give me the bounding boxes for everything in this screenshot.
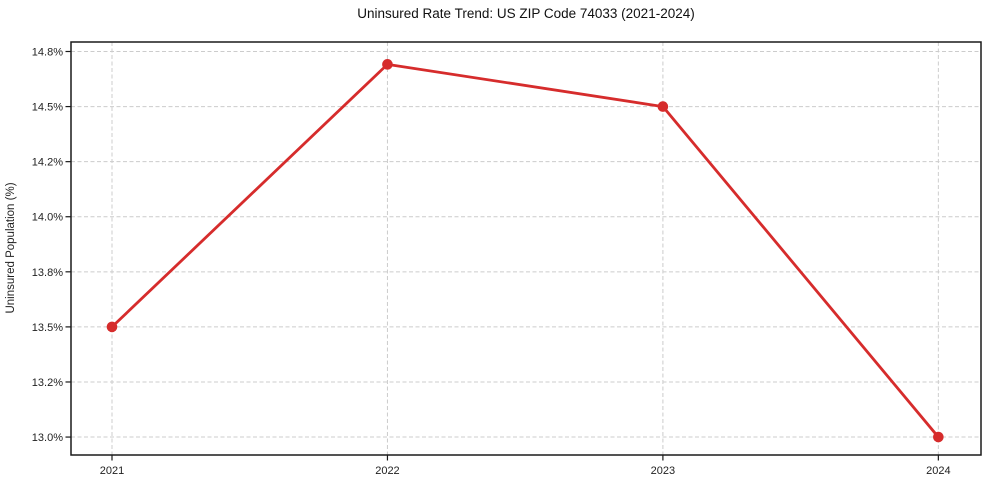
plot-frame xyxy=(70,41,982,456)
y-tick-label: 13.8% xyxy=(32,267,63,279)
x-tick-label: 2024 xyxy=(926,465,950,477)
y-tick-label: 14.0% xyxy=(32,212,63,224)
y-tick-label: 14.5% xyxy=(32,102,63,114)
x-tick-label: 2023 xyxy=(651,465,675,477)
x-tick-label: 2022 xyxy=(375,465,399,477)
y-tick-label: 13.5% xyxy=(32,322,63,334)
y-tick-label: 14.2% xyxy=(32,157,63,169)
x-tick-label: 2021 xyxy=(100,465,124,477)
y-tick-label: 13.0% xyxy=(32,432,63,444)
data-point xyxy=(382,59,393,70)
data-point xyxy=(933,431,944,443)
y-axis-label: Uninsured Population (%) xyxy=(5,182,17,314)
trend-line xyxy=(110,62,940,439)
chart-title: Uninsured Rate Trend: US ZIP Code 74033 … xyxy=(357,6,695,21)
y-tick-label: 13.2% xyxy=(32,377,63,389)
y-tick-label: 14.8% xyxy=(32,47,63,59)
data-point xyxy=(657,101,669,112)
data-point xyxy=(106,321,118,333)
